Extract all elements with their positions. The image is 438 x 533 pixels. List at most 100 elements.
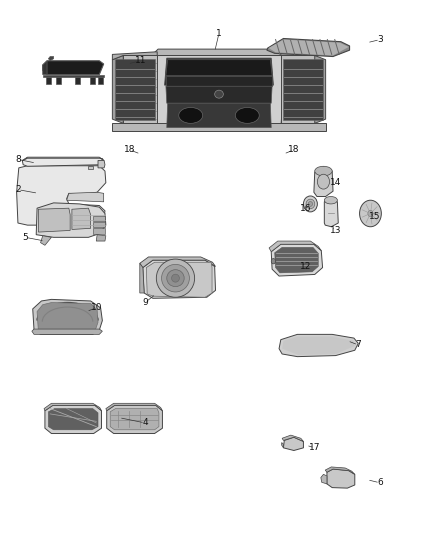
Text: 10: 10 (91, 303, 102, 312)
Polygon shape (36, 203, 106, 237)
Polygon shape (88, 166, 93, 169)
Polygon shape (113, 55, 123, 123)
Ellipse shape (368, 211, 373, 216)
Polygon shape (22, 157, 104, 166)
Polygon shape (43, 61, 47, 75)
Ellipse shape (167, 270, 184, 287)
Polygon shape (67, 192, 104, 202)
Polygon shape (44, 403, 102, 411)
Polygon shape (90, 77, 95, 84)
Polygon shape (282, 336, 355, 355)
Polygon shape (283, 437, 304, 450)
Polygon shape (271, 244, 322, 276)
Text: 9: 9 (142, 298, 148, 307)
Text: 17: 17 (309, 443, 321, 453)
Polygon shape (107, 406, 162, 433)
Ellipse shape (179, 108, 203, 123)
Polygon shape (110, 409, 159, 430)
Ellipse shape (315, 166, 332, 176)
Polygon shape (283, 59, 322, 120)
Text: 13: 13 (330, 226, 341, 235)
Polygon shape (56, 77, 61, 84)
Ellipse shape (162, 264, 189, 292)
Text: 16: 16 (300, 204, 312, 213)
Text: 7: 7 (355, 341, 361, 350)
Polygon shape (116, 59, 155, 120)
Polygon shape (314, 167, 333, 197)
Polygon shape (152, 55, 286, 128)
Polygon shape (269, 241, 321, 252)
Text: 6: 6 (377, 478, 383, 487)
Ellipse shape (304, 196, 318, 212)
Text: 18: 18 (124, 146, 135, 155)
Text: 4: 4 (142, 418, 148, 427)
Polygon shape (315, 55, 325, 123)
Text: 11: 11 (135, 56, 146, 65)
Text: 5: 5 (22, 233, 28, 242)
Ellipse shape (215, 90, 223, 98)
Text: 8: 8 (15, 155, 21, 164)
Polygon shape (324, 198, 338, 227)
Text: 2: 2 (15, 185, 21, 194)
Polygon shape (48, 409, 98, 430)
Polygon shape (113, 52, 157, 60)
Polygon shape (98, 77, 103, 84)
Ellipse shape (308, 201, 313, 206)
Polygon shape (166, 86, 272, 103)
Polygon shape (281, 52, 325, 55)
Ellipse shape (156, 259, 194, 297)
Text: 14: 14 (330, 178, 341, 187)
Polygon shape (281, 55, 315, 123)
Polygon shape (143, 260, 215, 298)
Polygon shape (327, 469, 355, 488)
Ellipse shape (271, 259, 276, 264)
Polygon shape (140, 263, 144, 293)
Polygon shape (46, 77, 51, 84)
Polygon shape (321, 474, 327, 484)
Ellipse shape (306, 199, 315, 209)
Polygon shape (75, 77, 80, 84)
Polygon shape (146, 262, 212, 297)
Polygon shape (96, 235, 106, 241)
Polygon shape (93, 216, 105, 221)
Polygon shape (93, 228, 105, 233)
Polygon shape (43, 61, 104, 75)
Ellipse shape (235, 108, 259, 123)
Polygon shape (140, 257, 215, 268)
Polygon shape (39, 208, 70, 232)
Polygon shape (48, 56, 53, 61)
Polygon shape (325, 467, 355, 474)
Polygon shape (267, 38, 350, 56)
Polygon shape (166, 76, 272, 86)
Text: 18: 18 (288, 146, 300, 155)
Ellipse shape (360, 200, 381, 227)
Polygon shape (45, 406, 102, 433)
Ellipse shape (318, 174, 329, 189)
Polygon shape (93, 222, 105, 227)
Polygon shape (43, 75, 104, 77)
Polygon shape (98, 160, 105, 168)
Polygon shape (123, 55, 157, 123)
Polygon shape (166, 60, 272, 76)
Text: 3: 3 (377, 35, 383, 44)
Text: 15: 15 (369, 212, 381, 221)
Polygon shape (165, 58, 273, 85)
Polygon shape (106, 403, 162, 411)
Polygon shape (275, 247, 318, 273)
Polygon shape (282, 442, 283, 448)
Ellipse shape (172, 274, 180, 282)
Polygon shape (17, 166, 106, 225)
Polygon shape (23, 157, 104, 160)
Polygon shape (37, 303, 98, 333)
Polygon shape (152, 49, 286, 55)
Text: 12: 12 (300, 262, 312, 271)
Text: 1: 1 (216, 29, 222, 38)
Polygon shape (167, 103, 271, 127)
Polygon shape (32, 329, 102, 334)
Ellipse shape (324, 197, 337, 204)
Polygon shape (41, 236, 51, 245)
Polygon shape (279, 334, 358, 357)
Polygon shape (33, 300, 102, 334)
Polygon shape (282, 435, 304, 441)
Polygon shape (268, 39, 349, 55)
